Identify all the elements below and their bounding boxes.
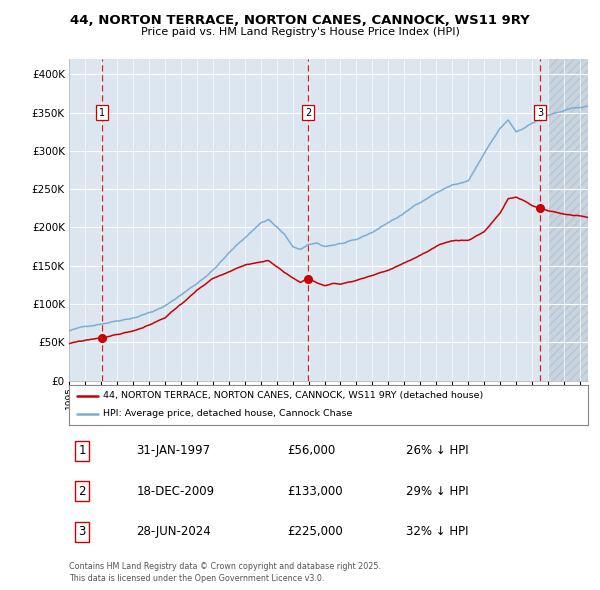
Text: 2: 2 xyxy=(78,484,86,498)
Text: HPI: Average price, detached house, Cannock Chase: HPI: Average price, detached house, Cann… xyxy=(103,409,352,418)
Text: 31-JAN-1997: 31-JAN-1997 xyxy=(136,444,211,457)
Text: £133,000: £133,000 xyxy=(287,484,343,498)
Text: 1: 1 xyxy=(99,107,105,117)
Text: 32% ↓ HPI: 32% ↓ HPI xyxy=(406,525,469,538)
Text: 1: 1 xyxy=(78,444,86,457)
Text: 26% ↓ HPI: 26% ↓ HPI xyxy=(406,444,469,457)
Bar xyxy=(548,59,588,381)
Text: £56,000: £56,000 xyxy=(287,444,335,457)
Text: 2: 2 xyxy=(305,107,311,117)
Text: Price paid vs. HM Land Registry's House Price Index (HPI): Price paid vs. HM Land Registry's House … xyxy=(140,28,460,37)
Text: 18-DEC-2009: 18-DEC-2009 xyxy=(136,484,215,498)
Text: 44, NORTON TERRACE, NORTON CANES, CANNOCK, WS11 9RY: 44, NORTON TERRACE, NORTON CANES, CANNOC… xyxy=(70,14,530,27)
Text: 3: 3 xyxy=(537,107,543,117)
Text: 28-JUN-2024: 28-JUN-2024 xyxy=(136,525,211,538)
Text: £225,000: £225,000 xyxy=(287,525,343,538)
Text: 29% ↓ HPI: 29% ↓ HPI xyxy=(406,484,469,498)
Text: 44, NORTON TERRACE, NORTON CANES, CANNOCK, WS11 9RY (detached house): 44, NORTON TERRACE, NORTON CANES, CANNOC… xyxy=(103,391,483,400)
Text: 3: 3 xyxy=(78,525,86,538)
Text: Contains HM Land Registry data © Crown copyright and database right 2025.
This d: Contains HM Land Registry data © Crown c… xyxy=(69,562,381,583)
Bar xyxy=(548,59,588,381)
